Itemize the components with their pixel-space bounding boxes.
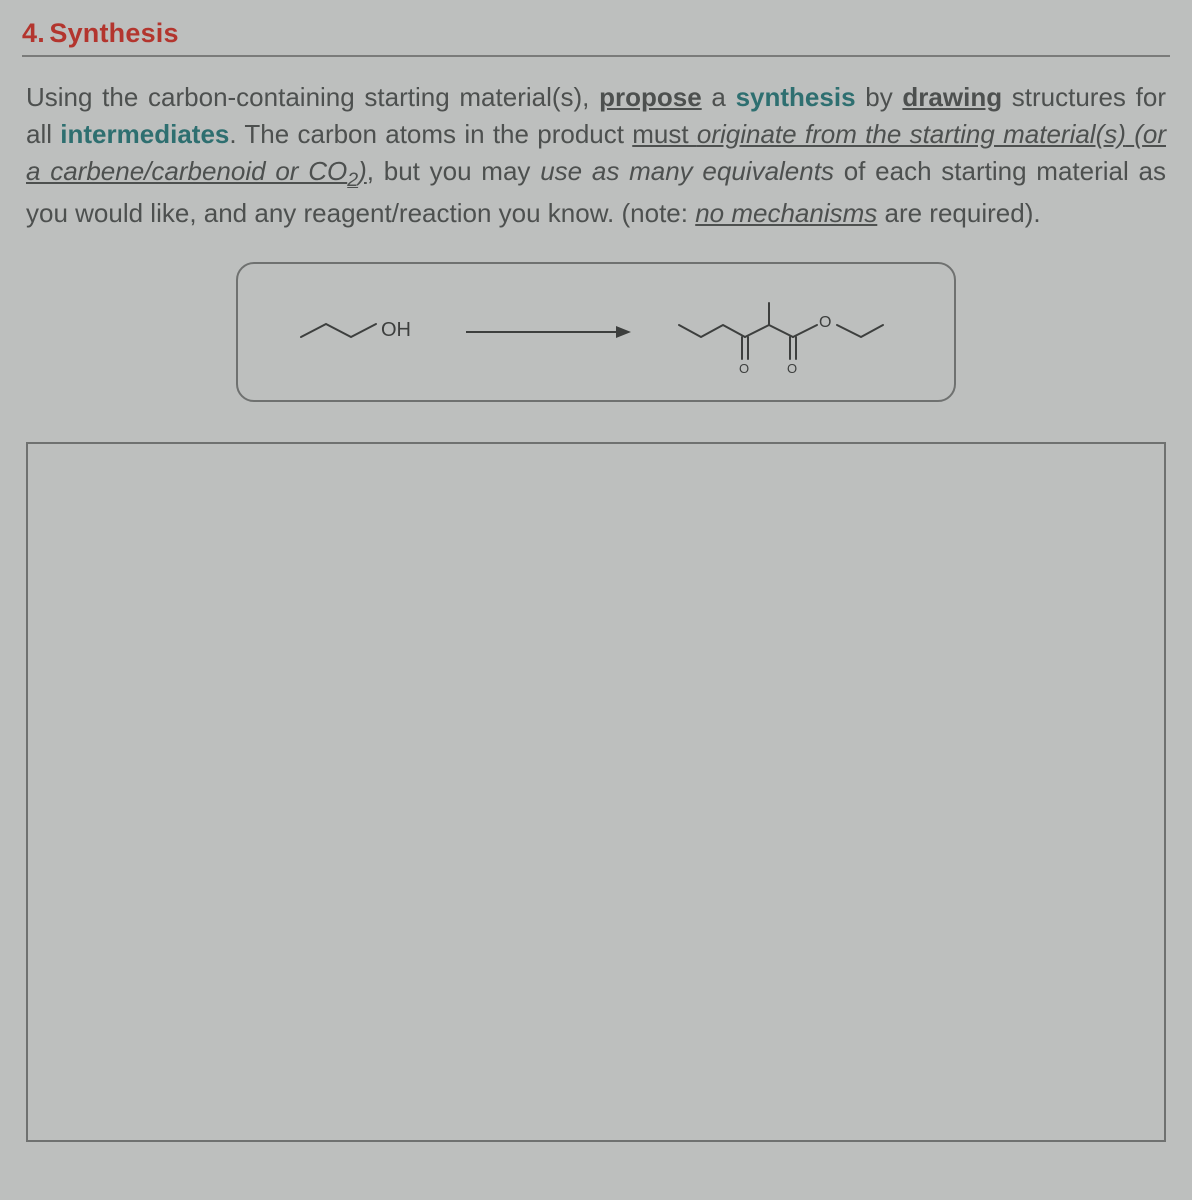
- svg-text:O: O: [787, 361, 797, 376]
- t: Using the carbon-containing starting mat…: [26, 82, 599, 112]
- section-heading-row: 4. Synthesis: [22, 18, 1170, 57]
- t: originate from the starting material(s): [697, 119, 1126, 149]
- t: 2: [347, 169, 358, 191]
- section-title: Synthesis: [49, 18, 178, 48]
- reaction-box: OH: [236, 262, 956, 402]
- starting-material: OH: [291, 302, 421, 362]
- t: must: [632, 119, 697, 149]
- t: propose: [599, 82, 702, 112]
- t: a: [702, 82, 736, 112]
- t: use as many equivalents: [540, 156, 834, 186]
- t: , but you may: [367, 156, 540, 186]
- t: [1126, 119, 1134, 149]
- page: 4. Synthesis Using the carbon-containing…: [0, 0, 1192, 1200]
- oh-label: OH: [381, 319, 411, 341]
- t: intermediates: [60, 119, 229, 149]
- reaction-arrow-icon: [461, 317, 631, 347]
- answer-box: [26, 442, 1166, 1142]
- svg-text:O: O: [739, 361, 749, 376]
- t: . The carbon atoms in the product: [229, 119, 632, 149]
- t: are required).: [877, 198, 1040, 228]
- t: (: [1134, 119, 1143, 149]
- t: ): [358, 156, 367, 186]
- t: drawing: [902, 82, 1002, 112]
- t: by: [856, 82, 903, 112]
- section-number: 4.: [22, 18, 45, 48]
- svg-text:O: O: [819, 314, 831, 331]
- product-structure: O O O: [671, 287, 901, 377]
- question-prompt: Using the carbon-containing starting mat…: [26, 79, 1166, 232]
- t: no mechanisms: [695, 198, 877, 228]
- t: synthesis: [736, 82, 856, 112]
